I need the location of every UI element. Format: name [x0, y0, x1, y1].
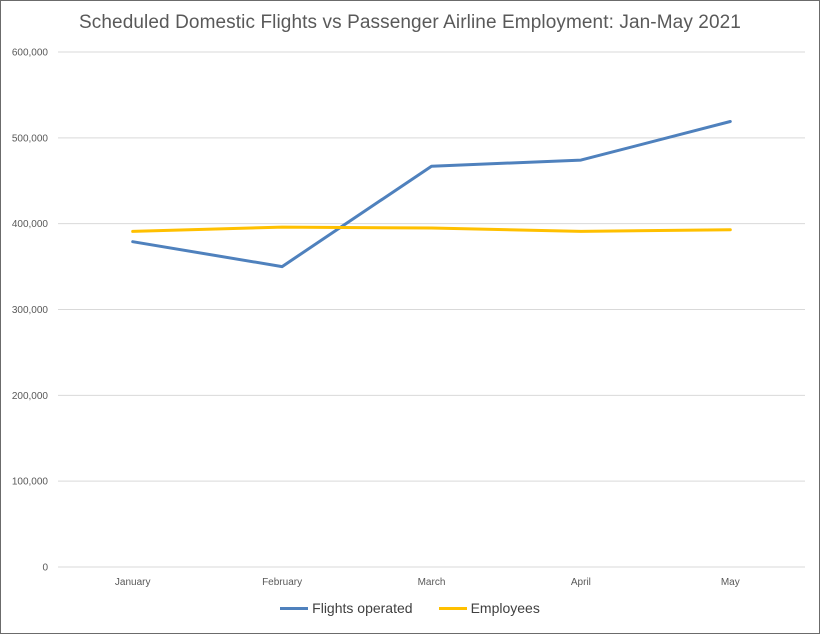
- y-tick-label: 500,000: [12, 133, 49, 144]
- series-lines: [131, 120, 732, 269]
- y-tick-label: 600,000: [12, 48, 49, 59]
- series-line-employees: [131, 225, 732, 233]
- x-tick-label: January: [115, 577, 151, 588]
- gridlines: [58, 51, 805, 568]
- y-tick-label: 400,000: [12, 219, 49, 230]
- legend-label-flights: Flights operated: [312, 600, 413, 616]
- y-tick-label: 200,000: [12, 391, 49, 402]
- legend: Flights operated Employees: [0, 600, 820, 616]
- y-tick-label: 100,000: [12, 477, 49, 488]
- y-tick-label: 0: [42, 563, 48, 574]
- x-tick-label: May: [721, 577, 740, 588]
- legend-swatch-employees: [438, 606, 467, 610]
- x-tick-label: April: [571, 577, 591, 588]
- legend-item-employees: Employees: [438, 600, 540, 616]
- legend-swatch-flights: [280, 606, 309, 610]
- legend-label-employees: Employees: [470, 600, 540, 616]
- x-tick-label: February: [262, 577, 302, 588]
- legend-item-flights: Flights operated: [280, 600, 413, 616]
- x-axis-tick-labels: January February March April May: [115, 577, 740, 588]
- chart-title: Scheduled Domestic Flights vs Passenger …: [79, 12, 741, 33]
- x-tick-label: March: [418, 577, 446, 588]
- series-line-flights-operated: [131, 120, 732, 269]
- y-tick-label: 300,000: [12, 305, 49, 316]
- y-axis-tick-labels: 0 100,000 200,000 300,000 400,000 500,000 600,…: [12, 48, 49, 574]
